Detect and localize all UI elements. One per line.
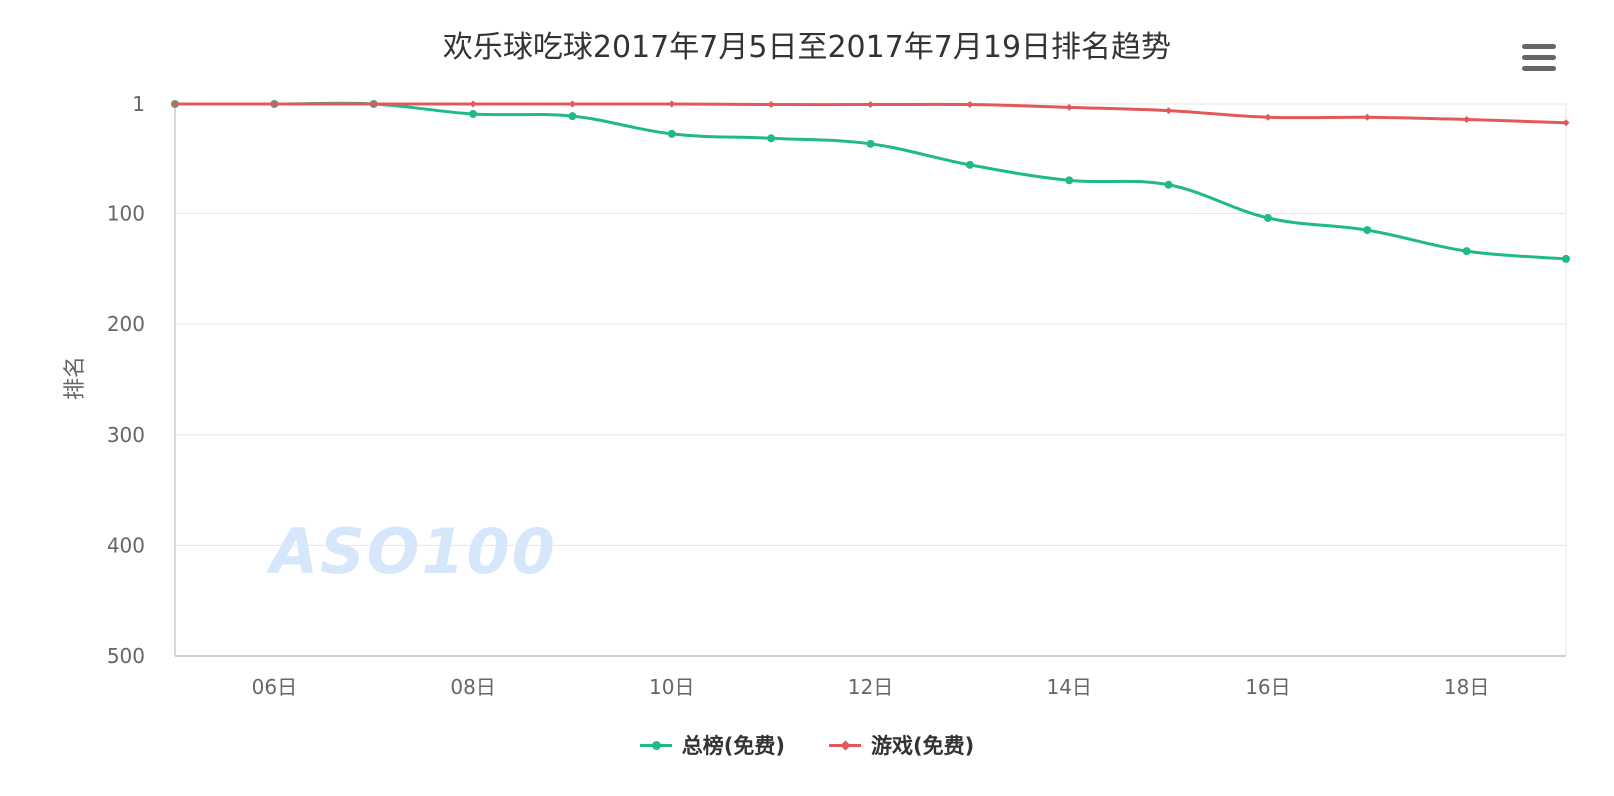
series-1	[171, 100, 1570, 127]
legend: 总榜(免费) 游戏(免费)	[0, 730, 1614, 760]
series-0-point-6	[767, 134, 776, 143]
y-tick-label-500: 500	[107, 644, 145, 668]
series-0-point-4	[568, 112, 577, 121]
y-tick-label-400: 400	[107, 533, 145, 557]
y-tick-label-1: 1	[132, 92, 145, 116]
x-tick-label-08日: 08日	[450, 675, 495, 699]
series-0-line	[174, 101, 1567, 261]
series-0-point-7	[866, 139, 875, 148]
series-1-point-0	[171, 100, 179, 108]
x-tick-label-10日: 10日	[649, 675, 694, 699]
series-0-point-10	[1164, 180, 1173, 189]
series-1-point-1	[270, 100, 278, 108]
series-0-point-13	[1462, 247, 1471, 256]
series-0-point-14	[1562, 254, 1570, 263]
axes: 1 100 200 300 400 500 06日 08日 10日 12日 14日 16日 18日	[107, 92, 1566, 699]
series-1-point-6	[767, 101, 775, 109]
series-0-marker-icon	[639, 738, 672, 752]
series-0-point-5	[667, 129, 676, 138]
legend-item-series-0[interactable]: 总榜(免费)	[639, 730, 785, 760]
series-1-point-9	[1065, 103, 1073, 111]
series-0-point-11	[1263, 213, 1272, 222]
grid-lines	[175, 103, 1567, 657]
chart-title: 欢乐球吃球2017年7月5日至2017年7月19日排名趋势	[442, 30, 1172, 65]
x-tick-label-14日: 14日	[1046, 675, 1091, 699]
legend-label-series-0: 总榜(免费)	[681, 734, 785, 758]
hamburger-menu-icon[interactable]	[1518, 38, 1558, 78]
series-0-point-8	[965, 160, 974, 169]
series-1-marker-icon	[829, 738, 861, 752]
series-1-point-14	[1562, 119, 1570, 127]
y-tick-label-200: 200	[107, 312, 145, 336]
x-tick-label-12日: 12日	[848, 675, 893, 699]
legend-item-series-1[interactable]: 游戏(免费)	[829, 730, 974, 760]
series-1-point-8	[966, 101, 974, 109]
series-0-point-9	[1065, 176, 1074, 185]
legend-label-series-1: 游戏(免费)	[871, 734, 975, 758]
series-0-point-12	[1363, 226, 1372, 235]
y-tick-label-300: 300	[107, 423, 145, 447]
series-1-point-2	[370, 100, 378, 108]
series-1-point-10	[1165, 107, 1173, 115]
series-0	[171, 100, 1570, 263]
x-tick-label-06日: 06日	[252, 675, 297, 699]
x-tick-label-18日: 18日	[1444, 675, 1489, 699]
x-tick-label-16日: 16日	[1245, 675, 1290, 699]
series-0-point-3	[469, 109, 478, 118]
series-1-point-7	[867, 101, 874, 109]
series-1-point-11	[1264, 113, 1272, 121]
watermark-logo: ASO100	[270, 515, 557, 588]
series-1-point-13	[1463, 115, 1471, 123]
series-layer	[171, 100, 1570, 263]
series-1-point-12	[1363, 113, 1371, 121]
y-tick-label-100: 100	[107, 202, 145, 226]
y-axis-title: 排名	[63, 356, 88, 400]
series-1-point-3	[469, 100, 477, 108]
series-1-point-4	[568, 100, 576, 108]
series-1-point-5	[668, 100, 676, 108]
